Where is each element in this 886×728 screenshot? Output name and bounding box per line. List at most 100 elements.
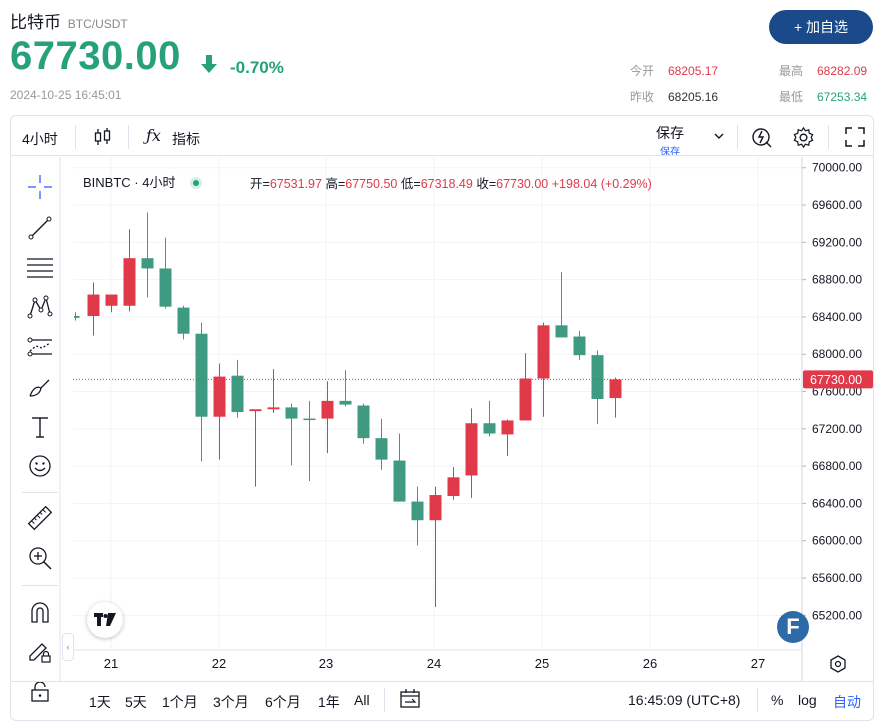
save-button[interactable]: 保存 保存	[656, 125, 684, 158]
log-toggle[interactable]: log	[798, 692, 817, 708]
horizontal-lines-icon	[27, 258, 53, 278]
range-1y[interactable]: 1年	[318, 694, 340, 710]
fullscreen-icon[interactable]	[845, 127, 865, 147]
candle-body	[555, 325, 568, 338]
tradingview-logo[interactable]	[87, 602, 123, 638]
clock-time[interactable]: 16:45:09 (UTC+8)	[628, 692, 741, 708]
zoom-in-icon	[29, 547, 52, 570]
candle-body	[159, 268, 172, 307]
candle-body	[537, 325, 550, 379]
legend-symbol: BINBTC · 4小时	[83, 175, 176, 190]
y-tick-label: 65600.00	[812, 571, 862, 585]
range-1d[interactable]: 1天	[89, 694, 111, 710]
percent-toggle[interactable]: %	[771, 692, 784, 708]
ruler-icon	[27, 505, 53, 531]
candle-style-icon[interactable]	[94, 127, 112, 147]
indicators-button[interactable]: 指标	[172, 131, 200, 147]
x-tick-label: 23	[319, 656, 333, 671]
candle-body	[447, 477, 460, 496]
crosshair-tool[interactable]	[20, 172, 60, 202]
x-tick-label: 26	[643, 656, 657, 671]
axis-settings-icon	[830, 655, 846, 673]
brush-icon	[29, 379, 50, 397]
last-price-tag	[803, 370, 873, 389]
range-3m[interactable]: 3个月	[213, 694, 249, 710]
toolbar-divider	[22, 585, 58, 586]
brand-f-icon[interactable]: F	[777, 611, 809, 643]
y-tick-label: 66800.00	[812, 459, 862, 473]
x-tick-label: 22	[212, 656, 226, 671]
y-tick-label: 68800.00	[812, 273, 862, 287]
tradingview-logo-icon	[94, 613, 116, 626]
settings-gear-icon[interactable]	[792, 126, 815, 149]
add-watchlist-button[interactable]: + 加自选	[769, 10, 873, 44]
asset-name: 比特币	[10, 13, 61, 32]
candle-body	[231, 375, 244, 413]
pencil-lock-icon	[29, 643, 51, 663]
candle-body	[285, 407, 298, 419]
measure-tool[interactable]	[20, 503, 60, 533]
fx-icon[interactable]: ƒx	[146, 126, 161, 145]
candle-body	[573, 336, 586, 356]
bottom-bar-border	[11, 681, 873, 682]
lock-tool[interactable]	[20, 677, 60, 707]
candle-body	[465, 423, 478, 476]
candle-body	[501, 420, 514, 435]
zoom-tool[interactable]	[20, 543, 60, 573]
candle-body	[74, 316, 80, 318]
auto-toggle[interactable]: 自动	[833, 694, 861, 710]
y-tick-label: 69200.00	[812, 235, 862, 249]
emoji-tool[interactable]	[20, 451, 60, 481]
lock-drawing-tool[interactable]	[20, 637, 60, 667]
magnet-icon	[31, 602, 49, 623]
magnet-tool[interactable]	[20, 597, 60, 627]
trendline-icon	[28, 216, 52, 240]
y-tick-label: 66400.00	[812, 496, 862, 510]
y-tick-label: 68400.00	[812, 310, 862, 324]
y-tick-label: 68000.00	[812, 347, 862, 361]
toolbar-divider	[737, 125, 738, 149]
stat-low: 最低 67253.34	[779, 90, 868, 104]
range-1m[interactable]: 1个月	[162, 694, 198, 710]
range-6m[interactable]: 6个月	[265, 694, 301, 710]
candle-body	[321, 400, 334, 419]
fib-tool[interactable]	[20, 252, 60, 282]
candle-body	[303, 418, 316, 421]
candle-body	[429, 495, 442, 521]
candle-body	[195, 333, 208, 417]
collapse-toolbar-handle[interactable]: ‹	[62, 633, 74, 661]
pattern-tool[interactable]	[20, 292, 60, 322]
toolbar-divider	[757, 688, 758, 712]
trendline-tool[interactable]	[20, 213, 60, 243]
ohlc-readout: 开=67531.97 高=67750.50 低=67318.49 收=67730…	[250, 177, 652, 191]
chart-legend: BINBTC · 4小时	[83, 172, 209, 191]
stat-open: 今开 68205.17	[630, 64, 719, 78]
alert-icon[interactable]	[750, 125, 774, 149]
candle-body	[105, 294, 118, 306]
toolbar-divider	[75, 125, 76, 149]
candle-body	[177, 307, 190, 334]
brush-tool[interactable]	[20, 372, 60, 402]
interval-selector[interactable]: 4小时	[22, 131, 58, 147]
candle-body	[609, 379, 622, 399]
forecast-tool[interactable]	[20, 332, 60, 362]
chevron-down-icon[interactable]	[713, 131, 725, 141]
y-tick-label: 67200.00	[812, 422, 862, 436]
stat-prev-close: 昨收 68205.16	[630, 90, 719, 104]
date-range-icon[interactable]	[399, 688, 421, 710]
candle-body	[249, 409, 262, 412]
smiley-icon	[29, 455, 51, 477]
text-tool[interactable]	[20, 412, 60, 442]
range-5d[interactable]: 5天	[125, 694, 147, 710]
candle-body	[411, 501, 424, 521]
text-icon	[32, 417, 48, 438]
pattern-icon	[27, 295, 53, 319]
y-tick-label: 69600.00	[812, 198, 862, 212]
timestamp: 2024-10-25 16:45:01	[10, 88, 122, 102]
crosshair-icon	[28, 175, 52, 199]
range-all[interactable]: All	[354, 692, 370, 708]
lock-icon	[31, 681, 49, 702]
y-tick-label: 65200.00	[812, 608, 862, 622]
y-tick-label: 66000.00	[812, 534, 862, 548]
